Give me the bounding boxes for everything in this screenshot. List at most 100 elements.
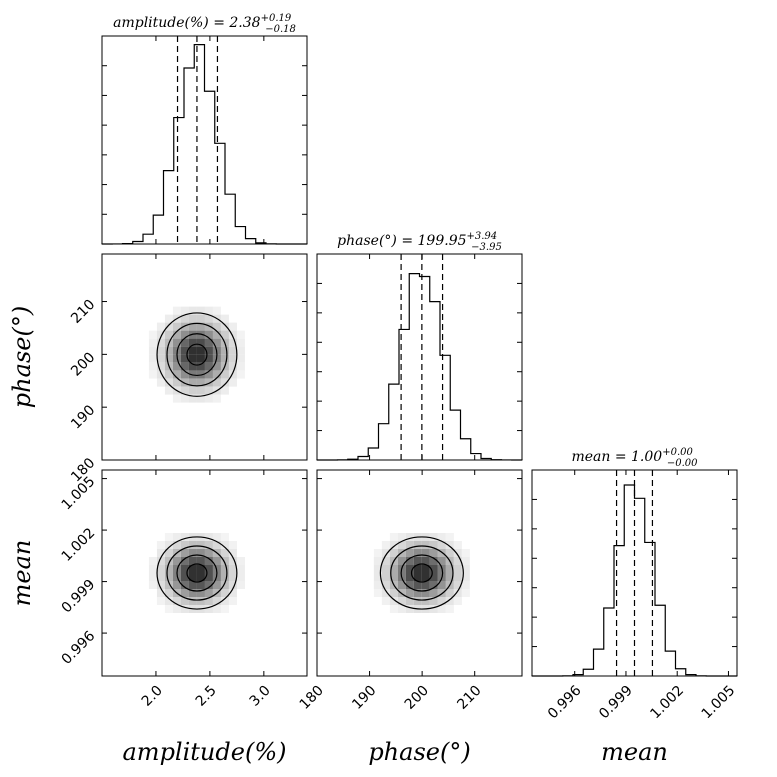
histogram-step: [316, 273, 523, 461]
density-cell: [156, 589, 165, 597]
density-cell: [437, 533, 446, 541]
title-prefix: amplitude(%) = 2.38: [113, 15, 261, 31]
density-cell: [429, 573, 438, 581]
density-cell: [445, 565, 454, 573]
x-axis-label-mean: mean: [601, 738, 668, 766]
density-cell: [228, 330, 237, 339]
contour-level-4: [379, 536, 464, 610]
density-cell: [461, 589, 470, 597]
density-cell: [437, 557, 446, 565]
density-cell: [148, 370, 157, 379]
density-cell: [429, 597, 438, 605]
density-cell: [188, 354, 197, 363]
density-cell: [196, 589, 205, 597]
density-cell: [212, 306, 221, 315]
density-cell: [228, 573, 237, 581]
density-cell: [397, 605, 406, 613]
density-cell: [389, 589, 398, 597]
density-cell: [236, 330, 245, 339]
density-frame: [316, 469, 523, 677]
density-cell: [381, 541, 390, 549]
title-prefix: phase(°) = 199.95: [337, 233, 466, 249]
density-cell: [397, 581, 406, 589]
density-cell: [220, 322, 229, 331]
density-cell: [204, 330, 213, 339]
contour-level-1: [186, 563, 208, 583]
density-cell: [196, 557, 205, 565]
density-cell: [421, 549, 430, 557]
density-cell: [196, 549, 205, 557]
density-cell: [461, 549, 470, 557]
density-cell: [196, 346, 205, 355]
density-cell: [445, 573, 454, 581]
density-cell: [172, 370, 181, 379]
density-cell: [196, 573, 205, 581]
density-cell: [236, 354, 245, 363]
density-cell: [220, 386, 229, 395]
density-cell: [156, 346, 165, 355]
density-cell: [196, 394, 205, 403]
density-cell: [196, 597, 205, 605]
density-cell: [437, 597, 446, 605]
title-prefix: mean = 1.00: [571, 449, 662, 465]
density-cell: [381, 565, 390, 573]
density-cell: [429, 565, 438, 573]
density-cell: [228, 581, 237, 589]
density-cell: [188, 557, 197, 565]
density-cell: [220, 557, 229, 565]
density-cell: [212, 362, 221, 371]
density-cell: [180, 541, 189, 549]
density-cell: [196, 565, 205, 573]
density-cell: [228, 354, 237, 363]
contour-level-2: [400, 554, 444, 592]
density-cell: [445, 589, 454, 597]
density-cell: [212, 370, 221, 379]
density-cell: [212, 533, 221, 541]
density-cell: [164, 386, 173, 395]
density-cell: [220, 541, 229, 549]
density-cell: [236, 581, 245, 589]
density-cell: [180, 573, 189, 581]
density-cell: [148, 565, 157, 573]
density-cell: [413, 549, 422, 557]
density-cell: [156, 370, 165, 379]
density-cell: [445, 605, 454, 613]
density-cell: [180, 557, 189, 565]
density-cell: [172, 533, 181, 541]
density-cell: [228, 370, 237, 379]
density-cell: [381, 573, 390, 581]
density-cell: [164, 378, 173, 387]
density-cell: [180, 338, 189, 347]
density-cell: [228, 322, 237, 331]
density-cell: [397, 597, 406, 605]
histogram-phase: phase(°) = 199.95+3.94 −3.95: [316, 231, 523, 461]
density-cell: [204, 322, 213, 331]
density-cell: [156, 338, 165, 347]
density-amplitude-phase: [101, 253, 308, 461]
density-cell: [196, 541, 205, 549]
density-cell: [148, 581, 157, 589]
histogram-title-phase: phase(°) = 199.95+3.94 −3.95: [337, 231, 502, 253]
density-cell: [188, 573, 197, 581]
histogram-amplitude: amplitude(%) = 2.38+0.19 −0.18: [101, 13, 308, 245]
density-cell: [156, 378, 165, 387]
density-cell: [164, 557, 173, 565]
density-cell: [405, 557, 414, 565]
density-cell: [212, 541, 221, 549]
density-cell: [389, 533, 398, 541]
contour-level-1: [410, 563, 433, 583]
density-cell: [220, 597, 229, 605]
title-lower-error: −0.18: [265, 24, 296, 35]
density-cell: [156, 581, 165, 589]
density-cell: [405, 549, 414, 557]
density-cell: [180, 589, 189, 597]
density-cell: [453, 565, 462, 573]
density-cell: [180, 378, 189, 387]
density-cell: [148, 354, 157, 363]
density-cell: [397, 533, 406, 541]
density-cell: [196, 378, 205, 387]
density-cell: [188, 346, 197, 355]
histogram-title-amplitude: amplitude(%) = 2.38+0.19 −0.18: [113, 13, 296, 35]
density-cell: [212, 557, 221, 565]
